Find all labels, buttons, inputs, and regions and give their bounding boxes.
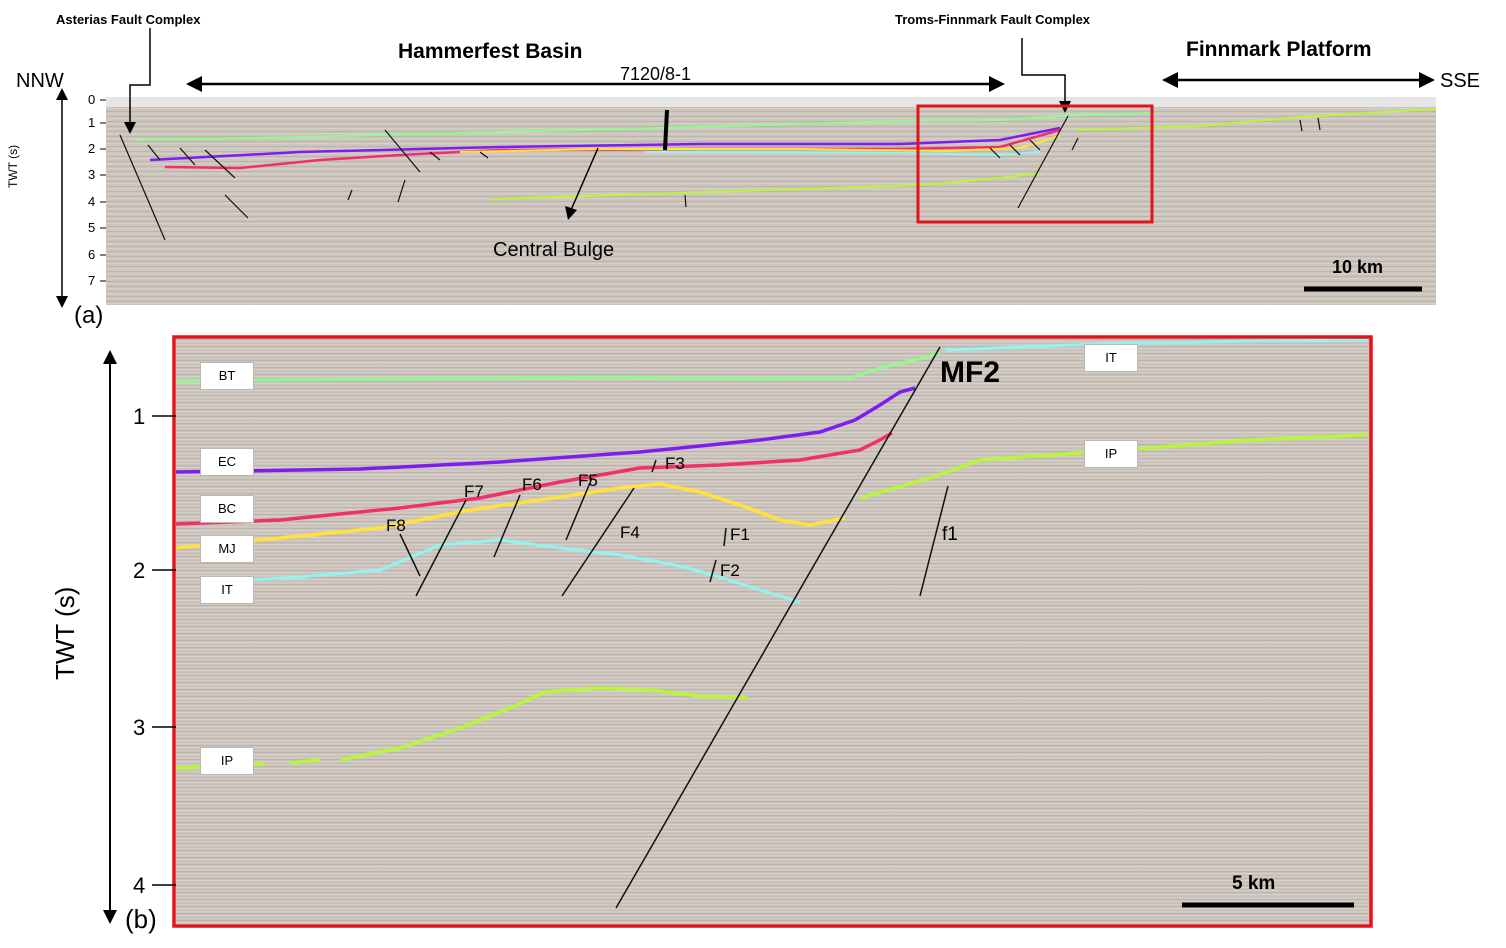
horizon-it-right-b (944, 338, 1369, 352)
horizon-it-left-b (199, 538, 801, 604)
asterias-arrow (129, 28, 151, 128)
fault-f1-label: F1 (730, 525, 750, 544)
ticks-a (100, 99, 106, 282)
well-marker (663, 109, 669, 151)
tag-bt: BT (200, 362, 254, 390)
nnw-label: NNW (16, 70, 64, 92)
seafloor-strip-a (106, 97, 1436, 107)
well-label: 7120/8-1 (620, 64, 692, 84)
horizon-bc-a (164, 128, 1061, 170)
tick-a-1: 1 (88, 115, 96, 130)
horizon-ip-a (489, 172, 1041, 200)
tag-it-right: IT (1084, 344, 1138, 372)
horizon-bt-a (134, 112, 1151, 141)
fault-f6-label: F6 (522, 475, 542, 494)
tag-it-left: IT (200, 576, 254, 604)
tick-a-3: 3 (88, 167, 96, 182)
sse-label: SSE (1440, 70, 1481, 92)
tick-a-4: 4 (88, 194, 96, 209)
central-bulge-arrow (570, 147, 599, 211)
horizon-mj-b (175, 482, 846, 550)
fault-f1-lower-label: f1 (942, 524, 958, 545)
horizon-ip-right-b (859, 433, 1369, 500)
tag-mj: MJ (200, 535, 254, 563)
horizon-it-a (645, 151, 1041, 157)
scale-label-a: 10 km (1332, 257, 1384, 277)
panel-label-b: (b) (125, 904, 157, 934)
overlay-a (56, 28, 1437, 308)
panel-b-frame (172, 335, 1373, 928)
fault-f2-label: F2 (720, 561, 740, 580)
troms-label: Troms-Finnmark Fault Complex (895, 12, 1091, 27)
fault-f3-label: F3 (665, 454, 685, 473)
tick-a-7: 7 (88, 273, 96, 288)
fault-mf2-label: MF2 (940, 356, 1000, 389)
horizon-ip-platform-a (1074, 108, 1437, 131)
faults-a (119, 115, 1321, 241)
tick-a-2: 2 (88, 141, 96, 156)
tag-bc: BC (200, 495, 254, 523)
ticks-b (152, 415, 176, 886)
scale-label-b: 5 km (1232, 873, 1276, 894)
tick-b-2: 2 (133, 558, 146, 583)
central-bulge-label: Central Bulge (493, 239, 615, 261)
tick-b-4: 4 (133, 873, 146, 898)
axis-title-b: TWT (s) (50, 586, 80, 680)
tag-ip-left: IP (200, 747, 254, 775)
finnmark-label: Finnmark Platform (1186, 38, 1372, 61)
tag-ec: EC (200, 448, 254, 476)
tick-b-3: 3 (133, 715, 146, 740)
tick-b-1: 1 (133, 404, 146, 429)
fault-f4-label: F4 (620, 523, 640, 542)
horizon-mj-a (459, 135, 1061, 153)
horizon-ec-b (175, 386, 916, 474)
fault-f5-label: F5 (578, 471, 598, 490)
tick-a-0: 0 (88, 92, 96, 107)
fault-f7-label: F7 (464, 482, 484, 501)
tag-ip-right: IP (1084, 440, 1138, 468)
horizon-ec-a (149, 126, 1061, 162)
tick-a-6: 6 (88, 247, 96, 262)
hammerfest-label: Hammerfest Basin (398, 40, 583, 63)
troms-arrow (1021, 38, 1066, 106)
horizon-ip-left2-b (289, 758, 321, 765)
zoom-box (916, 104, 1154, 224)
tick-a-5: 5 (88, 220, 96, 235)
seismic-section-a (106, 97, 1436, 305)
fault-f8-label: F8 (386, 516, 406, 535)
horizon-bt-b (175, 351, 941, 383)
horizon-ip-main-b (339, 686, 749, 762)
seismic-section-b (176, 339, 1370, 924)
faults-b (399, 346, 949, 909)
horizon-bc-b (175, 431, 893, 526)
panel-label-a: (a) (74, 302, 104, 329)
asterias-label: Asterias Fault Complex (56, 12, 201, 27)
